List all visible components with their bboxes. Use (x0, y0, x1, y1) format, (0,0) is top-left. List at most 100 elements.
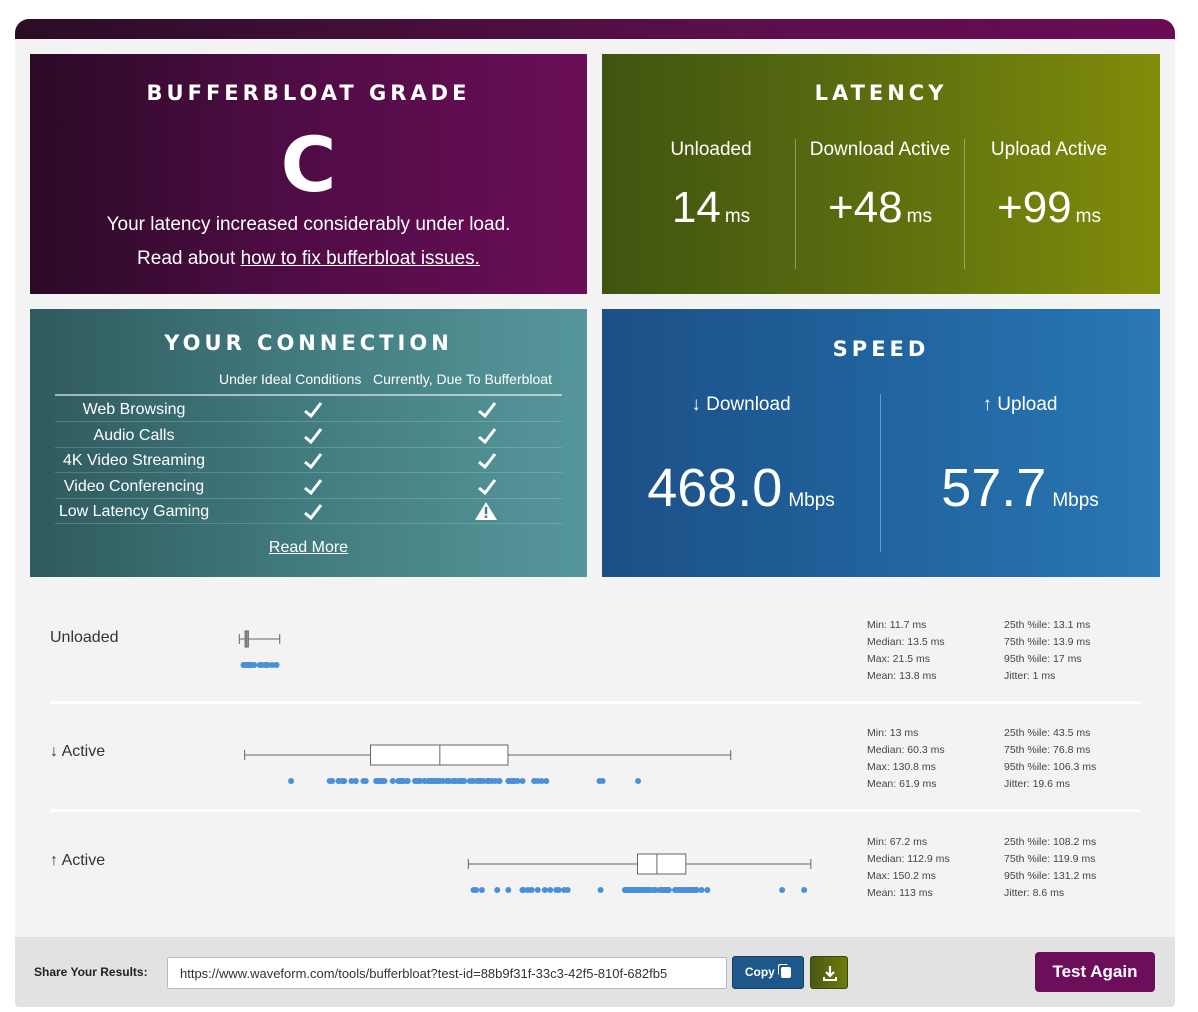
boxplot-label: ↓ Active (50, 743, 106, 760)
stat-p95: 95th %ile: 106.3 ms (1004, 761, 1097, 773)
share-label: Share Your Results: (34, 965, 148, 979)
checkmark-icon (477, 401, 497, 424)
sample-dot (629, 887, 636, 893)
test-again-button[interactable]: Test Again (1035, 952, 1155, 992)
fix-bufferbloat-link[interactable]: how to fix bufferbloat issues. (240, 248, 480, 269)
stat-p95: 95th %ile: 131.2 ms (1004, 870, 1097, 882)
stat-p25: 25th %ile: 108.2 ms (1004, 836, 1097, 848)
connection-row: 4K Video Streaming (55, 448, 562, 473)
boxplot-label: Unloaded (50, 629, 119, 646)
stats-right: 25th %ile: 108.2 ms 75th %ile: 119.9 ms 95… (1004, 834, 1096, 902)
copy-icon (781, 967, 792, 979)
sample-dot (341, 778, 348, 784)
checkmark-icon (477, 478, 497, 501)
connection-panel: YOUR CONNECTION Under Ideal Conditions C… (30, 309, 587, 577)
sample-dot (243, 662, 250, 668)
share-url-input[interactable] (167, 957, 727, 989)
stat-median: Median: 60.3 ms (867, 744, 945, 756)
col-ideal-header: Under Ideal Conditions (219, 371, 362, 387)
connection-row: Video Conferencing (55, 474, 562, 499)
sample-dot (555, 887, 562, 893)
grade-message: Your latency increased considerably unde… (106, 214, 511, 235)
stat-max: Max: 21.5 ms (867, 653, 931, 665)
grade-title: BUFFERBLOAT GRADE (146, 81, 471, 105)
latency-download-value: +48 ms (828, 183, 932, 232)
connection-row-name: Video Conferencing (63, 478, 205, 495)
sample-dot (494, 887, 501, 893)
sample-dot (348, 778, 355, 784)
sample-dot (269, 662, 276, 668)
sample-dot (256, 662, 263, 668)
speed-divider (880, 394, 881, 552)
sample-dot (496, 778, 503, 784)
results-container: BUFFERBLOAT GRADE C Your latency increas… (15, 19, 1175, 1007)
stat-max: Max: 150.2 ms (867, 870, 936, 882)
sample-dot (505, 887, 512, 893)
sample-dot (425, 778, 432, 784)
connection-row: Low Latency Gaming (55, 499, 562, 524)
sample-dot (541, 887, 548, 893)
sample-dot (519, 887, 526, 893)
sample-dot (658, 887, 665, 893)
sample-dot (480, 778, 487, 784)
sample-dot (514, 778, 521, 784)
connection-row-name: Low Latency Gaming (58, 503, 210, 520)
download-button[interactable] (810, 956, 848, 989)
boxplot-separator (50, 701, 1140, 704)
connection-row-name: 4K Video Streaming (62, 452, 205, 469)
latency-upload-active: Upload Active +99 ms (965, 139, 1133, 244)
sample-dot (373, 778, 380, 784)
download-value: 468.0 Mbps (647, 458, 835, 518)
sample-dot (404, 778, 411, 784)
sample-dot (682, 887, 689, 893)
checkmark-icon (303, 427, 323, 450)
latency-download-label: Download Active (809, 139, 951, 160)
boxplot-chart (238, 630, 281, 668)
latency-download-active: Download Active +48 ms (796, 139, 964, 244)
sample-dot (779, 887, 786, 893)
sample-dot (263, 662, 270, 668)
connection-row: Web Browsing (55, 397, 562, 422)
sample-dot (335, 778, 342, 784)
speed-panel: SPEED ↓ Download 468.0 Mbps ↑ Upload 57.7… (602, 309, 1160, 577)
read-about-prefix: Read about (137, 248, 241, 269)
stats-right: 25th %ile: 43.5 ms 75th %ile: 76.8 ms 95th… (1004, 725, 1096, 793)
checkmark-icon (477, 452, 497, 475)
sample-dot (596, 778, 603, 784)
stats-left: Min: 11.7 ms Median: 13.5 ms Max: 21.5 ms M… (867, 617, 945, 685)
stats-left: Min: 13 ms Median: 60.3 ms Max: 130.8 ms Me… (867, 725, 945, 793)
boxplot-chart (467, 853, 812, 893)
copy-button[interactable]: Copy (732, 956, 804, 989)
stat-jitter: Jitter: 1 ms (1004, 670, 1056, 682)
sample-dot (251, 662, 258, 668)
stat-min: Min: 11.7 ms (867, 619, 927, 631)
stat-min: Min: 67.2 ms (867, 836, 928, 848)
stats-right: 25th %ile: 13.1 ms 75th %ile: 13.9 ms 95th… (1004, 617, 1090, 685)
sample-dot (288, 778, 295, 784)
sample-dot (665, 887, 672, 893)
sample-dot (597, 887, 604, 893)
sample-dot (672, 887, 679, 893)
sample-dot (635, 778, 642, 784)
latency-unloaded-value: 14 ms (671, 183, 751, 232)
stat-mean: Mean: 113 ms (867, 887, 933, 899)
stat-p25: 25th %ile: 43.5 ms (1004, 727, 1091, 739)
sample-dot (687, 887, 694, 893)
sample-dot (362, 778, 369, 784)
sample-dot (326, 778, 333, 784)
sample-dot (352, 778, 359, 784)
connection-header-divider (55, 394, 562, 396)
sample-dot (395, 778, 402, 784)
sample-dot (525, 887, 532, 893)
latency-divider (795, 139, 796, 269)
connection-row-name: Audio Calls (93, 427, 175, 444)
latency-divider (964, 139, 965, 269)
top-accent-bar (15, 19, 1175, 39)
boxplot-row: Unloaded Min: 11.7 ms Median: 13.5 ms Max: … (50, 609, 1140, 709)
read-more-link[interactable]: Read More (268, 539, 349, 556)
copy-label: Copy (744, 965, 775, 979)
boxplot-row: ↑ Active Min: 67.2 ms Median: 112.9 ms Max:… (50, 826, 1140, 926)
sample-dot (693, 887, 700, 893)
sample-dot (434, 778, 441, 784)
boxplot-box (637, 853, 687, 875)
